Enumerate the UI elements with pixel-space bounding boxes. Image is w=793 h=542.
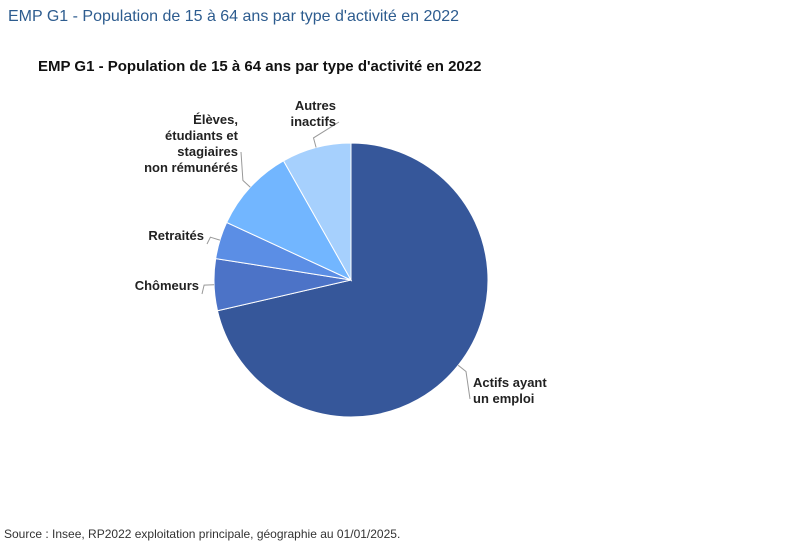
leader-line-autres-inactifs [312,121,340,148]
leader-line-actifs-ayant-un-emploi [457,364,471,400]
chart-title: EMP G1 - Population de 15 à 64 ans par t… [38,58,482,75]
pie-slice-eleves-etudiants-et-stagiaires-non-remuneres[interactable] [226,160,353,282]
pie-chart: Actifs ayant un emploi Chômeurs Retraités Él… [135,98,547,418]
slice-label-retraites: Retraités [148,228,204,243]
pie-slice-autres-inactifs[interactable] [282,142,352,282]
slice-label-chomeurs: Chômeurs [135,278,199,293]
slice-label-eleves-etudiants-et-stagiaires-non-remuneres: Élèves, étudiants et stagiaires non rémunér… [144,112,239,175]
leader-line-eleves-etudiants-et-stagiaires-non-remuneres [240,151,251,188]
chart-container: EMP G1 - Population de 15 à 64 ans par t… [0,40,793,510]
page-title: EMP G1 - Population de 15 à 64 ans par t… [8,8,460,25]
slice-label-autres-inactifs: Autres inactifs [290,98,336,129]
source-note: Source : Insee, RP2022 exploitation prin… [4,527,401,541]
slice-label-actifs-ayant-un-emploi: Actifs ayant un emploi [473,375,547,406]
leader-line-chomeurs [201,284,215,295]
leader-line-retraites [206,236,221,245]
